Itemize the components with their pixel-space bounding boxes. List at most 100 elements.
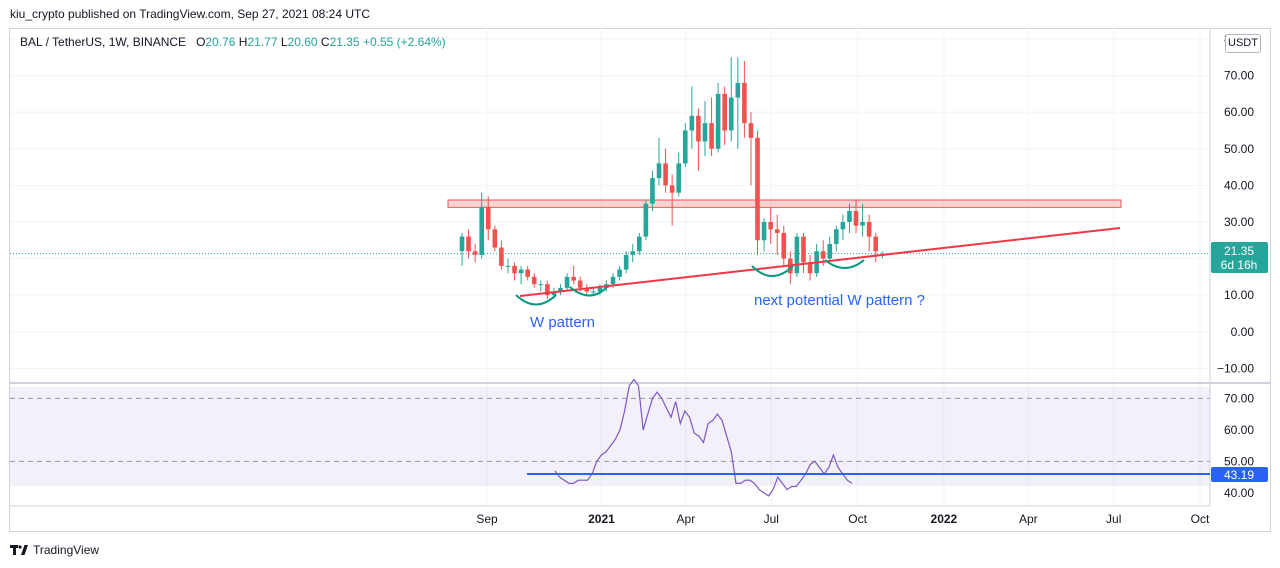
candle-body xyxy=(860,221,865,226)
candle xyxy=(814,243,819,277)
candle xyxy=(518,265,524,285)
candle xyxy=(801,232,806,274)
candle-body xyxy=(873,236,879,252)
annotation-next-w: next potential W pattern ? xyxy=(754,292,925,309)
rsi-levels xyxy=(10,397,1210,462)
candle-body xyxy=(584,287,590,292)
candle-body xyxy=(801,236,806,263)
candle-body xyxy=(682,130,688,164)
currency-button[interactable]: USDT xyxy=(1225,34,1261,53)
candle-body xyxy=(485,207,491,230)
candle xyxy=(485,196,491,241)
price-tick-label: −10.00 xyxy=(1217,361,1254,375)
candle xyxy=(505,258,511,274)
candle xyxy=(781,225,787,266)
price-axis: 80.0070.0060.0050.0040.0030.0020.0010.00… xyxy=(1217,32,1254,375)
candle-body xyxy=(689,115,695,131)
price-tick-label: 70.00 xyxy=(1224,69,1254,83)
candle-body xyxy=(853,210,859,226)
close-value: 21.35 xyxy=(329,35,360,49)
open-value: 20.76 xyxy=(205,35,236,49)
price-tick-label: 0.00 xyxy=(1231,325,1255,339)
candle-body xyxy=(774,229,780,233)
candle-body xyxy=(676,163,682,193)
candle-body xyxy=(492,229,498,248)
candle xyxy=(479,192,485,259)
time-axis: Sep 2021 Apr Jul Oct 2022 Apr Jul Oct xyxy=(476,512,1210,526)
time-tick-label: Sep xyxy=(476,512,498,526)
time-tick-label: Jul xyxy=(764,512,779,526)
price-tick-label: 10.00 xyxy=(1224,288,1254,302)
candle-body xyxy=(545,284,550,296)
time-tick-label: Oct xyxy=(848,512,867,526)
candle xyxy=(682,123,688,168)
w-arc-3 xyxy=(751,265,794,277)
candle xyxy=(630,243,636,263)
candle xyxy=(728,57,734,142)
candle-body xyxy=(623,254,629,270)
rsi-tick-label: 60.00 xyxy=(1224,423,1254,437)
candle-body xyxy=(696,115,701,142)
annotation-w-pattern: W pattern xyxy=(530,314,595,331)
candle xyxy=(643,200,649,241)
tradingview-logo-icon xyxy=(10,545,28,555)
candle-body xyxy=(866,221,872,237)
candle-body xyxy=(472,251,478,255)
candle xyxy=(623,251,629,274)
candle-body xyxy=(663,163,668,186)
tradingview-brand[interactable]: TradingView xyxy=(10,543,99,557)
candle-body xyxy=(591,291,596,293)
candle-body xyxy=(768,221,773,230)
symbol-name: BAL / TetherUS, 1W, BINANCE xyxy=(20,35,187,49)
candle-body xyxy=(715,93,721,149)
candle-body xyxy=(656,163,662,179)
candle xyxy=(735,57,741,149)
candle-body xyxy=(571,276,576,281)
candle xyxy=(807,254,813,281)
candle xyxy=(558,284,563,296)
candle xyxy=(774,214,780,255)
candle-body xyxy=(650,178,655,204)
candle-body xyxy=(479,207,485,255)
high-value: 21.77 xyxy=(247,35,278,49)
candle-body xyxy=(709,123,714,149)
rsi-axis: 70.00 60.00 50.00 40.00 xyxy=(1224,391,1254,499)
rsi-line xyxy=(554,378,853,497)
candle-body xyxy=(610,276,616,285)
candle xyxy=(794,232,800,277)
candle xyxy=(512,262,517,281)
price-tick-label: 40.00 xyxy=(1224,178,1254,192)
candle xyxy=(840,214,846,241)
candle-body xyxy=(702,123,708,142)
candle xyxy=(853,200,859,233)
candle-body xyxy=(722,93,727,131)
candle-body xyxy=(807,262,813,274)
candle xyxy=(669,174,675,226)
candle xyxy=(571,265,576,285)
symbol-legend: BAL / TetherUS, 1W, BINANCE O20.76 H21.7… xyxy=(20,35,446,49)
time-tick-label: Jul xyxy=(1106,512,1121,526)
w-arc-2 xyxy=(569,286,608,297)
candle xyxy=(748,112,754,186)
candle xyxy=(656,137,662,186)
time-tick-label: 2021 xyxy=(588,512,615,526)
time-tick-label: 2022 xyxy=(931,512,958,526)
candle-body xyxy=(637,236,642,252)
price-tick-label: 50.00 xyxy=(1224,142,1254,156)
candle xyxy=(531,273,537,288)
candle-body xyxy=(466,236,471,252)
candle-body xyxy=(499,247,504,266)
candle-body xyxy=(643,203,649,237)
candle-body xyxy=(781,232,787,259)
price-tick-label: 60.00 xyxy=(1224,105,1254,119)
w-arc-4 xyxy=(824,259,865,269)
candle xyxy=(525,265,530,281)
candle xyxy=(564,273,570,292)
candle xyxy=(696,108,701,171)
rsi-band xyxy=(10,387,1210,486)
change-value: +0.55 (+2.64%) xyxy=(362,35,446,49)
candle xyxy=(676,152,682,197)
candle xyxy=(722,86,727,146)
close-label: C xyxy=(320,35,330,49)
